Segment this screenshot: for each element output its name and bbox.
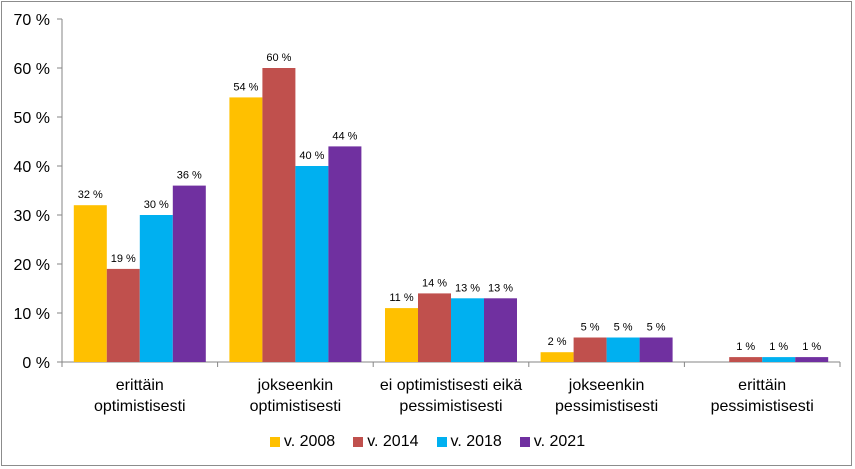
legend-label: v. 2018 (450, 433, 502, 450)
data-label: 1 % (802, 341, 821, 353)
legend: v. 2008 v. 2014 v. 2018 v. 2021 (0, 433, 855, 451)
legend-item: v. 2014 (353, 433, 419, 451)
category-label: erittäin pessimistisesti (711, 377, 814, 415)
legend-swatch (269, 437, 280, 447)
category-label: jokseenkin optimistisesti (250, 377, 342, 415)
bar (172, 185, 206, 362)
data-label: 60 % (266, 52, 291, 64)
y-tick-label: 10 % (14, 306, 50, 323)
bar (229, 97, 263, 363)
data-label: 11 % (389, 292, 413, 304)
data-label: 14 % (422, 277, 447, 289)
data-label: 13 % (488, 282, 513, 294)
bar (573, 337, 607, 362)
bar (762, 357, 796, 362)
data-label: 36 % (177, 170, 202, 182)
legend-swatch (519, 437, 530, 447)
data-label: 1 % (769, 341, 788, 353)
data-label: 13 % (455, 282, 480, 294)
y-tick-labels: 0 % 10 % 20 % 30 % 40 % 50 % 60 % 70 % (14, 12, 50, 372)
category-label: erittäin optimistisesti (94, 377, 186, 415)
bar (451, 298, 484, 362)
bar (328, 146, 362, 362)
data-label: 44 % (332, 130, 357, 142)
legend-item: v. 2021 (519, 433, 586, 451)
data-label: 54 % (233, 81, 258, 93)
legend-swatch (436, 437, 447, 447)
y-tick-label: 20 % (14, 257, 50, 274)
data-labels: 32 % 19 % 30 % 36 % 54 % 60 % 40 % 44 % 11 % 14 %… (78, 52, 822, 353)
data-label: 5 % (581, 322, 600, 334)
bar (729, 357, 763, 362)
bar (139, 215, 173, 362)
y-tick-label: 70 % (14, 12, 50, 29)
bar (484, 298, 517, 362)
bar (540, 352, 574, 362)
legend-swatch (353, 437, 364, 447)
bar (385, 308, 418, 362)
category-labels: erittäin optimistisesti jokseenkin optimist… (94, 377, 814, 415)
bar (73, 205, 107, 362)
data-label: 5 % (614, 322, 633, 334)
y-tick-label: 50 % (14, 110, 50, 127)
bar (106, 268, 140, 362)
legend-label: v. 2014 (367, 433, 419, 450)
y-tick-label: 0 % (22, 355, 50, 372)
category-label: jokseenkin pessimistisesti (555, 377, 658, 415)
data-label: 40 % (299, 150, 324, 162)
legend-item: v. 2018 (436, 433, 502, 451)
data-label: 19 % (111, 253, 136, 265)
data-label: 1 % (736, 341, 755, 353)
bar (639, 337, 673, 362)
y-tick-label: 40 % (14, 159, 50, 176)
bar (295, 166, 329, 362)
legend-label: v. 2008 (283, 433, 336, 450)
data-label: 30 % (144, 199, 169, 211)
bar (262, 68, 296, 362)
y-tick-label: 30 % (14, 208, 50, 225)
legend-label: v. 2021 (533, 433, 586, 450)
data-label: 5 % (647, 322, 666, 334)
legend-item: v. 2008 (269, 433, 336, 451)
category-label: ei optimistisesti eikä pessimistisesti (380, 377, 522, 415)
data-label: 2 % (548, 336, 567, 348)
bar (418, 293, 451, 362)
bars (73, 68, 829, 363)
y-tick-label: 60 % (14, 61, 50, 78)
data-label: 32 % (78, 189, 103, 201)
bar (606, 337, 640, 362)
bar (795, 357, 829, 362)
